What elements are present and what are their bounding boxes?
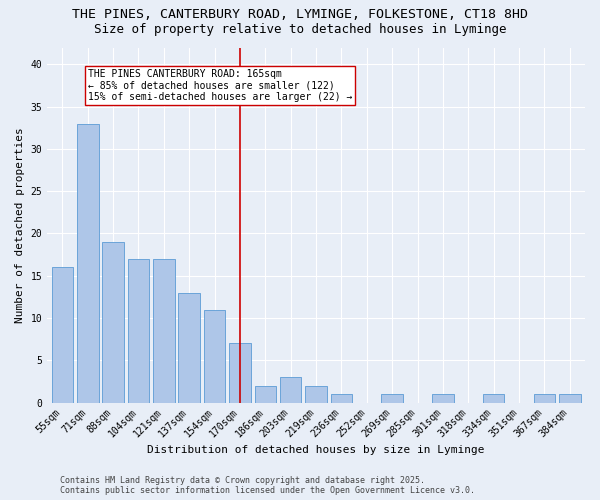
Bar	[128, 259, 149, 402]
Bar	[382, 394, 403, 402]
Text: THE PINES, CANTERBURY ROAD, LYMINGE, FOLKESTONE, CT18 8HD: THE PINES, CANTERBURY ROAD, LYMINGE, FOL…	[72, 8, 528, 20]
X-axis label: Distribution of detached houses by size in Lyminge: Distribution of detached houses by size …	[148, 445, 485, 455]
Bar	[178, 292, 200, 403]
Text: THE PINES CANTERBURY ROAD: 165sqm
← 85% of detached houses are smaller (122)
15%: THE PINES CANTERBURY ROAD: 165sqm ← 85% …	[88, 68, 352, 102]
Bar	[331, 394, 352, 402]
Text: Size of property relative to detached houses in Lyminge: Size of property relative to detached ho…	[94, 22, 506, 36]
Bar	[153, 259, 175, 402]
Bar	[280, 377, 301, 402]
Bar	[432, 394, 454, 402]
Y-axis label: Number of detached properties: Number of detached properties	[15, 127, 25, 323]
Text: Contains HM Land Registry data © Crown copyright and database right 2025.
Contai: Contains HM Land Registry data © Crown c…	[60, 476, 475, 495]
Bar	[533, 394, 555, 402]
Bar	[559, 394, 581, 402]
Bar	[483, 394, 505, 402]
Bar	[204, 310, 226, 402]
Bar	[305, 386, 327, 402]
Bar	[229, 344, 251, 402]
Bar	[254, 386, 276, 402]
Bar	[52, 268, 73, 402]
Bar	[77, 124, 98, 402]
Bar	[103, 242, 124, 402]
